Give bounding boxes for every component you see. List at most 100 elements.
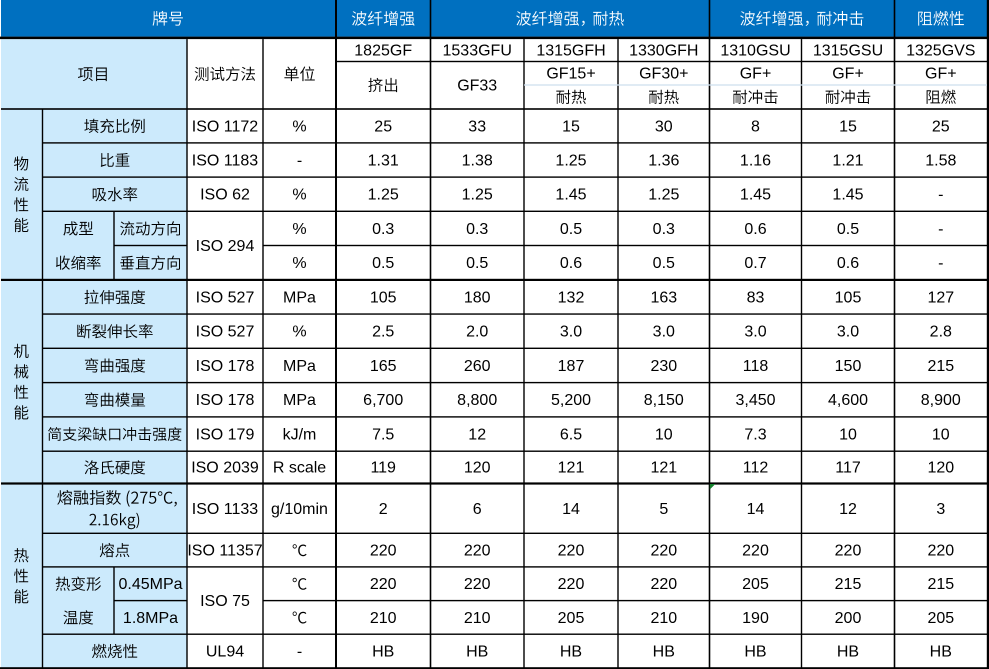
svg-text:1.25: 1.25 (555, 152, 586, 169)
svg-text:1.36: 1.36 (648, 152, 679, 169)
svg-text:220: 220 (650, 543, 677, 560)
svg-text:260: 260 (464, 358, 491, 375)
svg-text:200: 200 (835, 610, 862, 627)
svg-text:220: 220 (558, 543, 585, 560)
svg-text:2: 2 (379, 501, 388, 518)
svg-text:112: 112 (743, 460, 769, 477)
svg-text:GF33: GF33 (457, 77, 497, 94)
svg-text:0.5: 0.5 (560, 221, 582, 238)
svg-text:215: 215 (927, 358, 954, 375)
svg-text:0.5: 0.5 (466, 255, 488, 272)
svg-text:132: 132 (558, 289, 585, 306)
svg-text:8: 8 (751, 118, 760, 135)
svg-text:GF30+: GF30+ (639, 66, 688, 83)
svg-text:3.0: 3.0 (653, 324, 675, 341)
svg-text:105: 105 (370, 289, 397, 306)
svg-text:0.6: 0.6 (744, 221, 766, 238)
svg-text:220: 220 (370, 543, 397, 560)
svg-text:3: 3 (936, 501, 945, 518)
svg-text:8,800: 8,800 (457, 392, 497, 409)
svg-text:0.5: 0.5 (653, 255, 675, 272)
svg-text:HB: HB (560, 643, 582, 660)
svg-text:UL94: UL94 (206, 643, 244, 660)
svg-text:215: 215 (927, 576, 954, 593)
svg-text:ISO 11357: ISO 11357 (187, 543, 262, 560)
svg-text:220: 220 (464, 576, 491, 593)
svg-text:5: 5 (659, 501, 668, 518)
svg-text:6,700: 6,700 (363, 392, 403, 409)
svg-text:ISO 2039: ISO 2039 (191, 460, 259, 477)
svg-text:119: 119 (370, 460, 396, 477)
svg-text:30: 30 (655, 118, 673, 135)
svg-text:1.31: 1.31 (368, 152, 399, 169)
svg-text:220: 220 (370, 576, 397, 593)
svg-text:205: 205 (558, 610, 585, 627)
svg-text:205: 205 (927, 610, 954, 627)
svg-text:1.38: 1.38 (462, 152, 493, 169)
svg-text:1.25: 1.25 (462, 187, 493, 204)
svg-text:1.25: 1.25 (368, 187, 399, 204)
svg-text:%: % (292, 187, 306, 204)
svg-text:118: 118 (743, 358, 769, 375)
svg-text:1315GFH: 1315GFH (536, 43, 605, 60)
svg-text:%: % (292, 118, 306, 135)
svg-text:ISO 1133: ISO 1133 (192, 501, 259, 518)
svg-text:205: 205 (742, 576, 769, 593)
svg-text:ISO 178: ISO 178 (196, 358, 255, 375)
svg-text:%: % (292, 221, 306, 238)
svg-text:R scale: R scale (273, 460, 326, 477)
svg-text:HB: HB (837, 643, 859, 660)
svg-text:GF15+: GF15+ (546, 66, 595, 83)
svg-text:0.3: 0.3 (372, 221, 394, 238)
svg-text:0.6: 0.6 (837, 255, 859, 272)
svg-text:ISO 62: ISO 62 (200, 187, 250, 204)
svg-text:-: - (297, 643, 302, 660)
svg-text:220: 220 (464, 543, 491, 560)
svg-text:-: - (938, 187, 943, 204)
svg-text:1.45: 1.45 (832, 187, 863, 204)
svg-text:%: % (292, 324, 306, 341)
svg-text:215: 215 (835, 576, 862, 593)
svg-text:MPa: MPa (283, 358, 316, 375)
svg-text:GF+: GF+ (740, 66, 772, 83)
svg-text:MPa: MPa (283, 392, 316, 409)
svg-text:1825GF: 1825GF (354, 43, 412, 60)
svg-text:1.58: 1.58 (925, 152, 956, 169)
svg-text:ISO 1183: ISO 1183 (192, 152, 259, 169)
svg-text:1.8MPa: 1.8MPa (123, 610, 178, 627)
svg-text:1325GVS: 1325GVS (906, 43, 975, 60)
svg-text:14: 14 (747, 501, 765, 518)
svg-text:10: 10 (655, 426, 673, 443)
svg-text:1.25: 1.25 (648, 187, 679, 204)
svg-text:210: 210 (464, 610, 491, 627)
svg-text:120: 120 (464, 460, 491, 477)
svg-text:HB: HB (744, 643, 766, 660)
svg-text:0.3: 0.3 (653, 221, 675, 238)
svg-text:33: 33 (468, 118, 486, 135)
svg-text:12: 12 (468, 426, 486, 443)
svg-text:12: 12 (839, 501, 857, 518)
svg-text:2.8: 2.8 (930, 324, 952, 341)
svg-text:15: 15 (562, 118, 580, 135)
svg-text:kJ/m: kJ/m (283, 426, 317, 443)
svg-text:121: 121 (558, 460, 585, 477)
svg-text:220: 220 (558, 576, 585, 593)
svg-text:105: 105 (835, 289, 862, 306)
svg-text:ISO 294: ISO 294 (196, 238, 255, 255)
svg-text:220: 220 (835, 543, 862, 560)
svg-text:6: 6 (473, 501, 482, 518)
svg-text:0.5: 0.5 (837, 221, 859, 238)
svg-text:%: % (292, 255, 306, 272)
svg-text:HB: HB (466, 643, 488, 660)
svg-text:GF+: GF+ (925, 66, 957, 83)
svg-text:165: 165 (370, 358, 397, 375)
svg-text:220: 220 (742, 543, 769, 560)
svg-text:g/10min: g/10min (271, 501, 328, 518)
svg-text:ISO 179: ISO 179 (196, 426, 255, 443)
svg-text:4,600: 4,600 (828, 392, 868, 409)
svg-text:83: 83 (747, 289, 765, 306)
svg-text:-: - (297, 152, 302, 169)
svg-text:1.16: 1.16 (740, 152, 771, 169)
svg-text:3.0: 3.0 (744, 324, 766, 341)
svg-text:8,900: 8,900 (921, 392, 961, 409)
